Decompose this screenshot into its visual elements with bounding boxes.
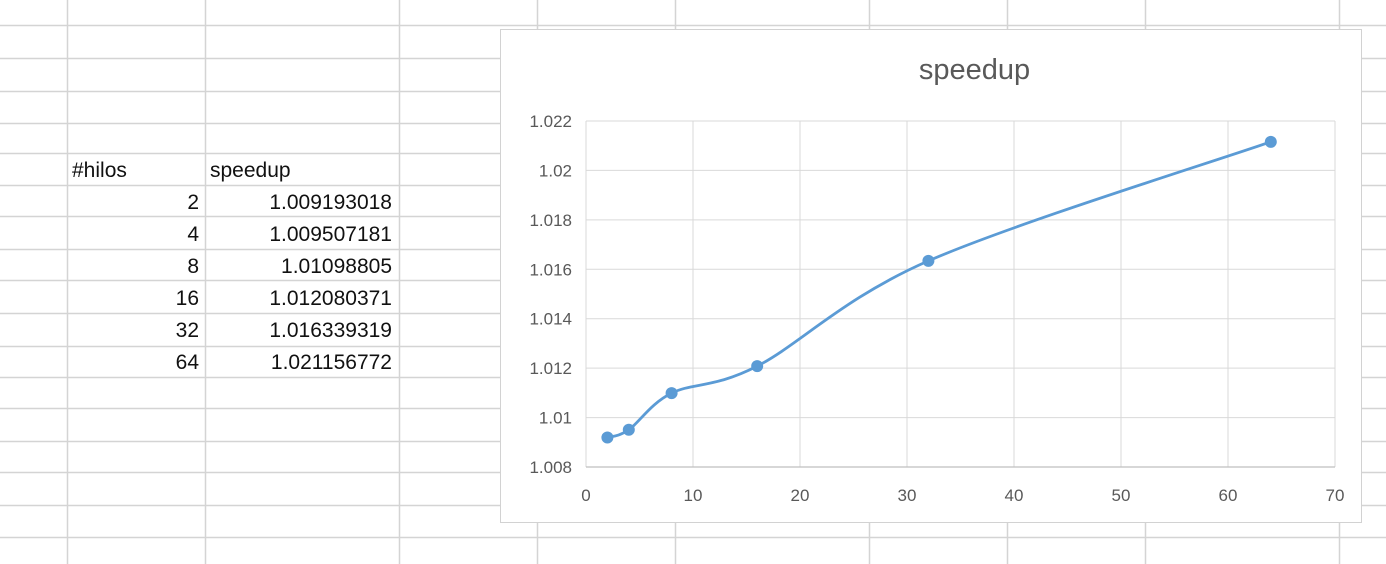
cell-threads[interactable]: 64: [175, 351, 199, 374]
header-speedup[interactable]: speedup: [210, 159, 291, 182]
x-tick-label: 30: [898, 486, 917, 505]
cell-threads[interactable]: 16: [175, 287, 199, 310]
cell-speedup[interactable]: 1.009193018: [269, 191, 392, 214]
cell-speedup[interactable]: 1.012080371: [269, 287, 392, 310]
y-tick-label: 1.02: [539, 161, 572, 180]
data-point: [922, 254, 935, 267]
x-tick-label: 70: [1326, 486, 1345, 505]
cell-speedup[interactable]: 1.01098805: [281, 255, 392, 278]
cell-threads[interactable]: 32: [175, 319, 199, 342]
y-tick-label: 1.016: [529, 260, 572, 279]
x-tick-label: 20: [791, 486, 810, 505]
speedup-chart: speedup 0 10 20 30 40 50 60 70 1.008 1.01 1.012 1.01…: [529, 54, 1345, 505]
chart-area[interactable]: [500, 29, 1362, 523]
y-tick-label: 1.022: [529, 112, 572, 131]
data-point: [1264, 135, 1277, 148]
x-tick-label: 50: [1112, 486, 1131, 505]
cell-speedup[interactable]: 1.021156772: [270, 351, 392, 374]
cell-speedup[interactable]: 1.009507181: [269, 223, 392, 246]
cell-threads[interactable]: 2: [187, 191, 199, 214]
cell-threads[interactable]: 4: [187, 223, 199, 246]
x-tick-label: 40: [1005, 486, 1024, 505]
y-tick-label: 1.01: [539, 409, 572, 428]
y-tick-label: 1.012: [529, 359, 572, 378]
y-tick-label: 1.014: [529, 310, 572, 329]
cell-speedup[interactable]: 1.016339319: [269, 319, 392, 342]
data-point: [751, 360, 764, 373]
x-tick-label: 10: [684, 486, 703, 505]
header-threads[interactable]: #hilos: [72, 159, 127, 182]
x-tick-label: 0: [581, 486, 590, 505]
cell-threads[interactable]: 8: [187, 255, 199, 278]
data-point: [601, 431, 614, 444]
y-tick-label: 1.008: [529, 458, 572, 477]
series-line: [606, 140, 1273, 439]
x-tick-label: 60: [1219, 486, 1238, 505]
chart-title: speedup: [919, 54, 1030, 86]
data-point: [622, 423, 635, 436]
y-tick-label: 1.018: [529, 211, 572, 230]
data-point: [665, 387, 678, 400]
